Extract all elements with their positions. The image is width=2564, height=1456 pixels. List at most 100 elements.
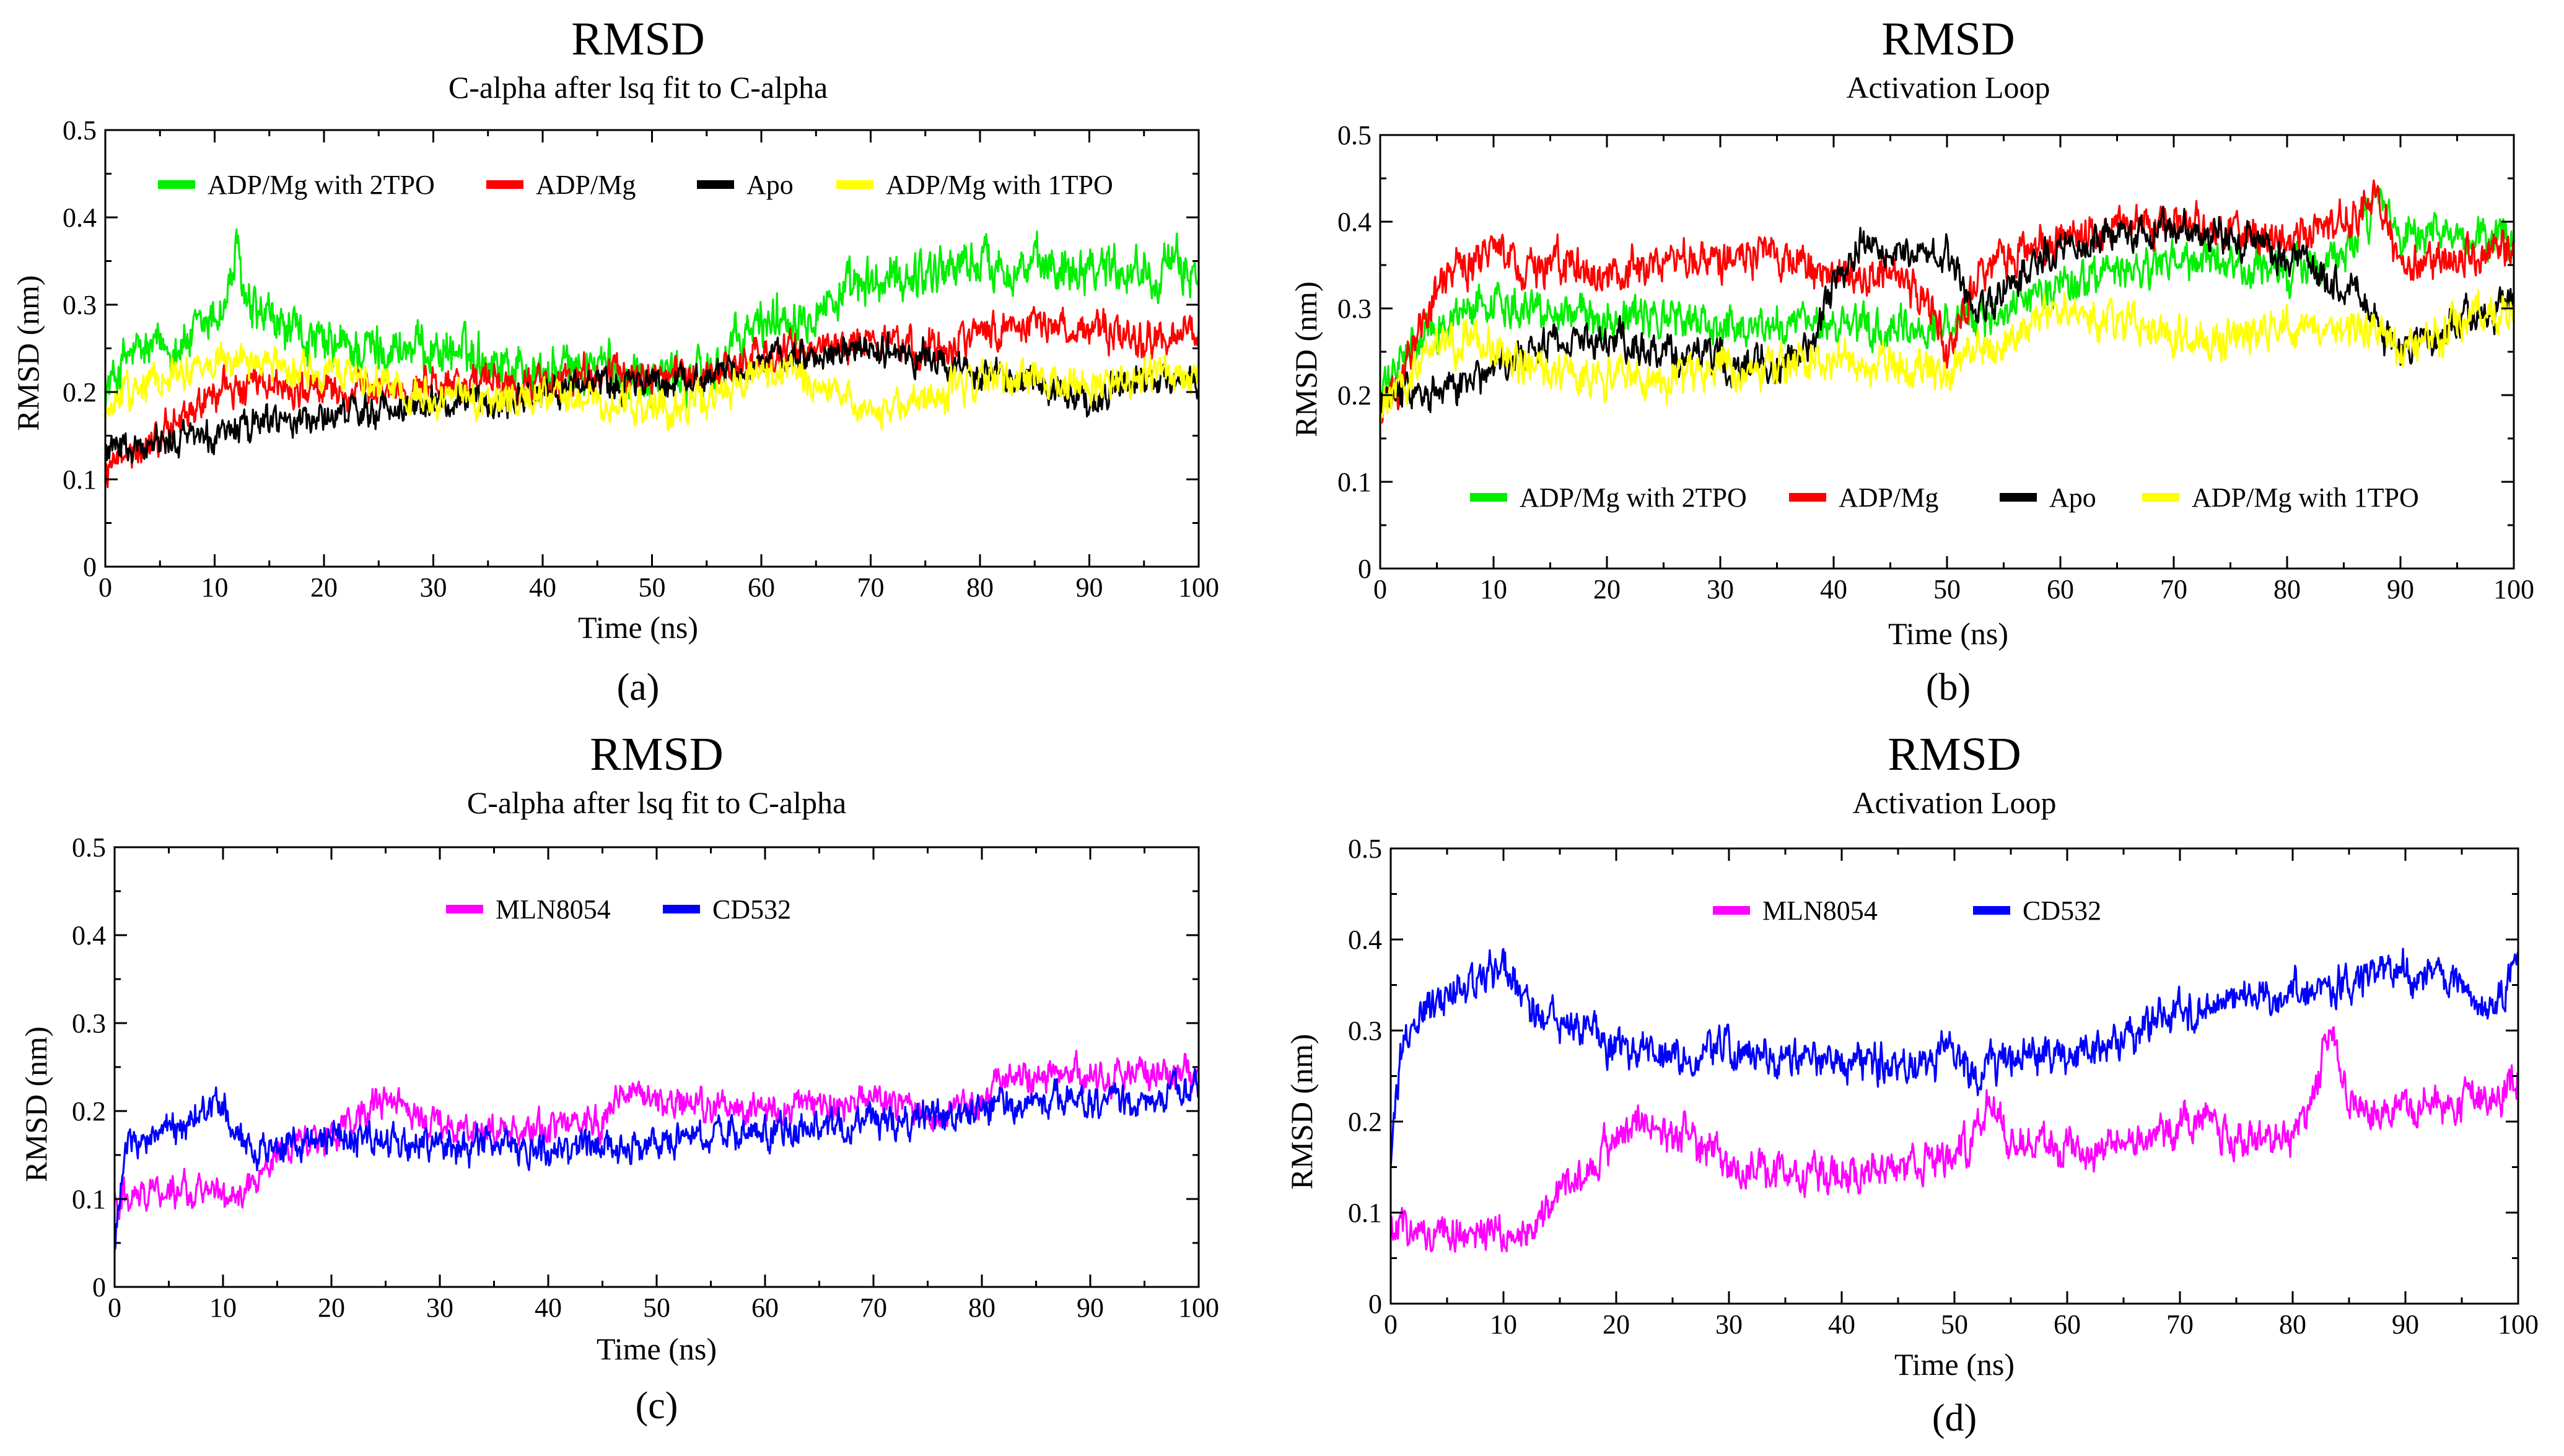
legend-label: ADP/Mg [536, 170, 636, 200]
x-tick-label: 0 [108, 1293, 121, 1323]
y-tick-label: 0.4 [1337, 207, 1372, 237]
series-line-3 [104, 341, 1200, 431]
y-tick-label: 0.4 [63, 203, 97, 233]
series-line-0 [1379, 184, 2515, 401]
x-tick-label: 70 [857, 572, 885, 603]
x-axis-label: Time (ns) [578, 610, 698, 645]
x-tick-label: 90 [1076, 572, 1103, 603]
panel-c: RMSD C-alpha after lsq fit to C-alpha Ti… [19, 728, 1219, 1427]
x-tick-label: 10 [209, 1293, 237, 1323]
x-tick-label: 0 [1384, 1309, 1398, 1340]
x-tick-label: 90 [2387, 574, 2414, 604]
series-line-1 [105, 306, 1200, 489]
y-tick-label: 0 [83, 552, 97, 582]
panel-b: RMSD Activation Loop Time (ns) RMSD (nm)… [1289, 13, 2534, 708]
y-tick-label: 0.1 [1348, 1198, 1382, 1228]
x-tick-label: 10 [201, 572, 229, 603]
legend-label: ADP/Mg with 2TPO [1520, 482, 1747, 513]
panel-d: RMSD Activation Loop Time (ns) RMSD (nm)… [1284, 728, 2539, 1439]
x-tick-label: 100 [1178, 572, 1219, 603]
plot-area: 0 10 20 30 40 50 60 70 80 90 100 0 0.1 0.2 0.3 0.4 0.5 AD… [1337, 120, 2534, 604]
y-tick-label: 0.2 [1348, 1107, 1382, 1137]
y-tick-label: 0.5 [1348, 834, 1382, 864]
y-tick-label: 0.2 [1337, 380, 1372, 411]
y-tick-label: 0.3 [72, 1008, 106, 1039]
x-tick-label: 20 [310, 572, 338, 603]
chart-title: RMSD [571, 13, 704, 65]
chart-title: RMSD [1888, 728, 2021, 780]
y-axis-label: RMSD (nm) [1289, 281, 1323, 437]
legend-label: ADP/Mg with 1TPO [2192, 482, 2419, 513]
x-tick-label: 50 [1941, 1309, 1968, 1340]
x-tick-label: 0 [1373, 574, 1387, 604]
legend-label: CD532 [2023, 896, 2101, 926]
legend-label: MLN8054 [496, 894, 611, 925]
plot-area: 0 10 20 30 40 50 60 70 80 90 100 0 0.1 0.2 0.3 0.4 0.5 ML… [72, 832, 1219, 1323]
plot-area: 0 10 20 30 40 50 60 70 80 90 100 0 0.1 0.2 0.3 0.4 0.5 AD… [63, 115, 1219, 603]
x-tick-label: 100 [2493, 574, 2534, 604]
chart-title: RMSD [1881, 13, 2015, 65]
plot-frame [1389, 847, 2519, 1305]
x-tick-label: 60 [2054, 1309, 2081, 1340]
x-tick-label: 10 [1480, 574, 1507, 604]
x-tick-label: 20 [1593, 574, 1621, 604]
x-tick-label: 40 [529, 572, 556, 603]
y-tick-label: 0.5 [1337, 120, 1372, 150]
y-tick-label: 0.3 [1337, 294, 1372, 324]
chart-subtitle: C-alpha after lsq fit to C-alpha [448, 70, 828, 105]
series-line-1 [113, 1067, 1200, 1251]
plot-area: 0 10 20 30 40 50 60 70 80 90 100 0 0.1 0.2 0.3 0.4 0.5 ML… [1348, 834, 2539, 1340]
x-tick-label: 30 [426, 1293, 453, 1323]
x-tick-label: 50 [639, 572, 666, 603]
x-tick-label: 70 [2166, 1309, 2194, 1340]
series-line-0 [104, 228, 1200, 416]
y-tick-label: 0.3 [63, 290, 97, 320]
legend-label: MLN8054 [1762, 896, 1878, 926]
y-tick-label: 0 [1358, 554, 1372, 584]
x-tick-label: 70 [860, 1293, 887, 1323]
series-line-0 [1389, 1026, 2519, 1253]
y-tick-label: 0 [92, 1272, 106, 1302]
panel-a: RMSD C-alpha after lsq fit to C-alpha Ti… [11, 13, 1219, 708]
y-axis-label: RMSD (nm) [11, 275, 45, 430]
legend-label: Apo [2049, 482, 2096, 513]
legend-label: ADP/Mg [1839, 482, 1938, 513]
x-tick-label: 20 [318, 1293, 345, 1323]
x-tick-label: 80 [2279, 1309, 2306, 1340]
y-tick-label: 0.1 [72, 1184, 106, 1214]
x-tick-label: 80 [966, 572, 994, 603]
x-tick-label: 60 [2047, 574, 2074, 604]
y-axis-label: RMSD (nm) [19, 1026, 53, 1182]
legend-label: ADP/Mg with 2TPO [208, 170, 435, 200]
x-tick-label: 50 [1933, 574, 1961, 604]
y-tick-label: 0 [1368, 1289, 1382, 1319]
y-tick-label: 0.4 [1348, 925, 1382, 955]
series-line-3 [1379, 289, 2515, 430]
series-line-1 [1379, 179, 2515, 424]
x-tick-label: 60 [751, 1293, 779, 1323]
x-tick-label: 30 [420, 572, 447, 603]
x-tick-label: 80 [2273, 574, 2301, 604]
x-tick-label: 30 [1715, 1309, 1743, 1340]
legend-label: CD532 [712, 894, 791, 925]
x-tick-label: 50 [643, 1293, 670, 1323]
panel-caption: (b) [1926, 666, 1971, 708]
y-tick-label: 0.2 [72, 1096, 106, 1127]
x-tick-label: 40 [1820, 574, 1847, 604]
plot-frame [113, 846, 1200, 1288]
y-tick-label: 0.5 [63, 115, 97, 146]
x-tick-label: 90 [1077, 1293, 1104, 1323]
series-line-1 [1389, 948, 2519, 1168]
x-axis-label: Time (ns) [597, 1332, 717, 1366]
panel-caption: (a) [617, 666, 660, 708]
panel-caption: (c) [636, 1385, 678, 1427]
legend-label: ADP/Mg with 1TPO [886, 170, 1113, 200]
series-line-2 [1379, 206, 2515, 416]
series-line-0 [113, 1050, 1200, 1221]
panel-caption: (d) [1932, 1397, 1977, 1439]
x-tick-label: 60 [748, 572, 775, 603]
x-tick-label: 100 [1178, 1293, 1219, 1323]
y-axis-label: RMSD (nm) [1284, 1034, 1319, 1189]
x-tick-label: 40 [1828, 1309, 1855, 1340]
